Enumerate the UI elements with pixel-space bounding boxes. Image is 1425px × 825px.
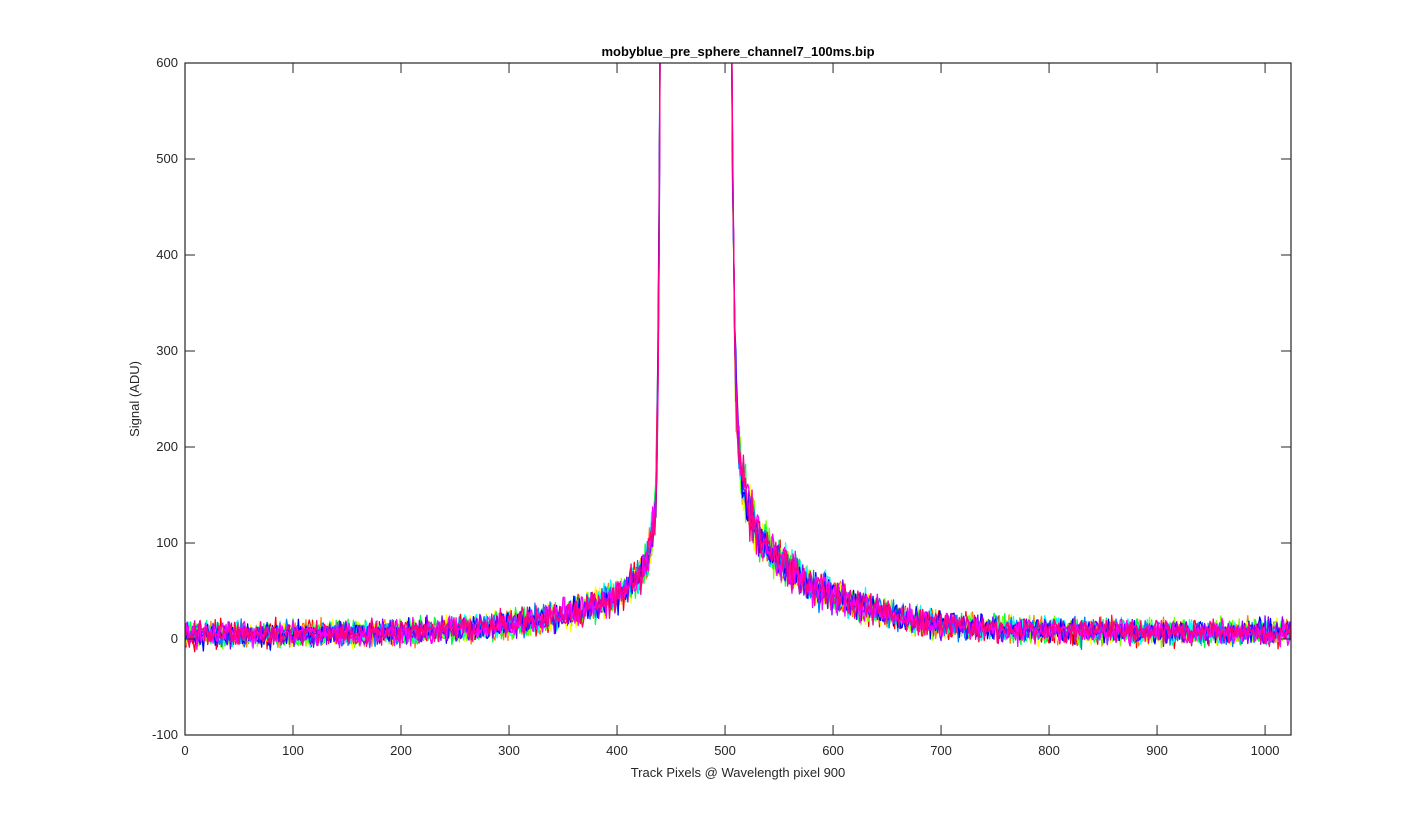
series-layer xyxy=(185,63,1291,653)
y-tick-label: 100 xyxy=(156,535,178,550)
x-tick-label: 500 xyxy=(714,743,736,758)
y-tick-label: 600 xyxy=(156,55,178,70)
chart-title: mobyblue_pre_sphere_channel7_100ms.bip xyxy=(601,44,874,59)
x-tick-label: 800 xyxy=(1038,743,1060,758)
tick-layer: 0 100 200 300 400 500 600 700 800 900 1000-1000100… xyxy=(152,55,1291,758)
x-axis-label: Track Pixels @ Wavelength pixel 900 xyxy=(631,765,846,780)
y-tick-label: 0 xyxy=(171,631,178,646)
y-tick-label: 500 xyxy=(156,151,178,166)
y-tick-label: 200 xyxy=(156,439,178,454)
x-tick-label: 300 xyxy=(498,743,520,758)
x-tick-label: 700 xyxy=(930,743,952,758)
x-tick-label: 400 xyxy=(606,743,628,758)
x-tick-label: 100 xyxy=(282,743,304,758)
y-axis-label: Signal (ADU) xyxy=(127,361,142,437)
plot-frame xyxy=(184,62,1292,736)
x-tick-label: 200 xyxy=(390,743,412,758)
y-tick-label: -100 xyxy=(152,727,178,742)
x-tick-label: 0 xyxy=(181,743,188,758)
x-tick-label: 900 xyxy=(1146,743,1168,758)
x-tick-label: 1000 xyxy=(1251,743,1280,758)
y-tick-label: 300 xyxy=(156,343,178,358)
x-tick-label: 600 xyxy=(822,743,844,758)
y-tick-label: 400 xyxy=(156,247,178,262)
series-line xyxy=(185,63,1291,649)
